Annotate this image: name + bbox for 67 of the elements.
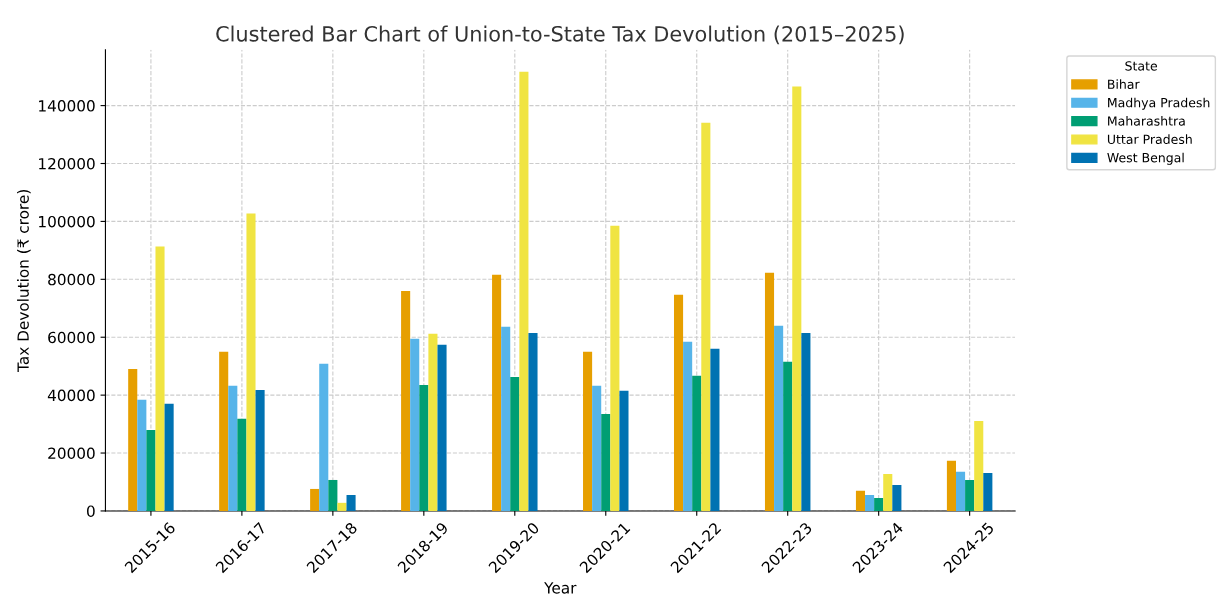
- bar: [974, 420, 984, 511]
- chart-title: Clustered Bar Chart of Union-to-State Tax Devolution (2015–2025): [216, 25, 904, 45]
- bar: [437, 344, 447, 511]
- bar: [528, 332, 538, 511]
- bar: [946, 460, 956, 511]
- x-axis-title: Year: [544, 582, 577, 594]
- bar: [619, 390, 629, 511]
- legend-title: State: [1125, 61, 1157, 71]
- bar: [801, 332, 811, 511]
- y-tick-label: 60000: [48, 331, 95, 344]
- y-tick-label: 20000: [48, 447, 95, 460]
- bar: [583, 351, 593, 511]
- bar: [310, 488, 320, 511]
- bar: [874, 497, 884, 511]
- bar: [137, 399, 147, 511]
- y-tick-label: 80000: [48, 273, 95, 286]
- bar: [246, 213, 256, 511]
- bar: [673, 294, 684, 511]
- bar: [855, 490, 866, 511]
- bar: [601, 413, 611, 511]
- bar: [683, 341, 693, 511]
- bar: [701, 122, 711, 511]
- bar: [610, 225, 620, 511]
- bar: [219, 351, 229, 511]
- legend-label: Madhya Pradesh: [1108, 97, 1210, 110]
- bar: [328, 479, 338, 511]
- bar: [892, 484, 902, 511]
- bar: [146, 429, 156, 511]
- bar: [865, 495, 875, 511]
- legend-label: Bihar: [1108, 79, 1140, 89]
- bar: [419, 385, 429, 511]
- y-tick-label: 140000: [39, 100, 95, 112]
- bar: [128, 369, 138, 511]
- bar: [255, 389, 265, 511]
- bar: [783, 361, 793, 511]
- y-tick-label: 0: [87, 505, 95, 517]
- bar: [510, 376, 520, 511]
- bar: [774, 325, 784, 511]
- legend-label: Maharashtra: [1108, 116, 1185, 126]
- bar: [410, 338, 420, 511]
- bar: [228, 385, 238, 511]
- bar: [155, 246, 165, 511]
- y-tick-label: 100000: [39, 215, 95, 228]
- bar: [501, 326, 511, 511]
- bar: [319, 363, 329, 511]
- bar: [237, 418, 247, 511]
- bar: [346, 495, 356, 511]
- bar: [401, 290, 411, 511]
- bar: [692, 375, 702, 511]
- y-tick-label: 120000: [39, 157, 95, 170]
- bar: [883, 473, 893, 511]
- bar: [592, 385, 602, 511]
- legend-label: Uttar Pradesh: [1107, 134, 1192, 145]
- bar: [428, 333, 438, 511]
- bar: [337, 502, 347, 511]
- bar: [956, 471, 966, 511]
- bar: [164, 403, 174, 511]
- bar: [983, 473, 993, 511]
- legend-label: West Bengal: [1107, 152, 1184, 165]
- bar: [710, 348, 720, 511]
- bar: [492, 274, 502, 511]
- bar: [764, 272, 775, 511]
- bar: [965, 479, 975, 511]
- bar: [519, 71, 529, 511]
- bar: [792, 86, 802, 511]
- y-tick-label: 40000: [47, 389, 95, 402]
- y-axis-title: Tax Devolution (₹ crore): [17, 190, 31, 372]
